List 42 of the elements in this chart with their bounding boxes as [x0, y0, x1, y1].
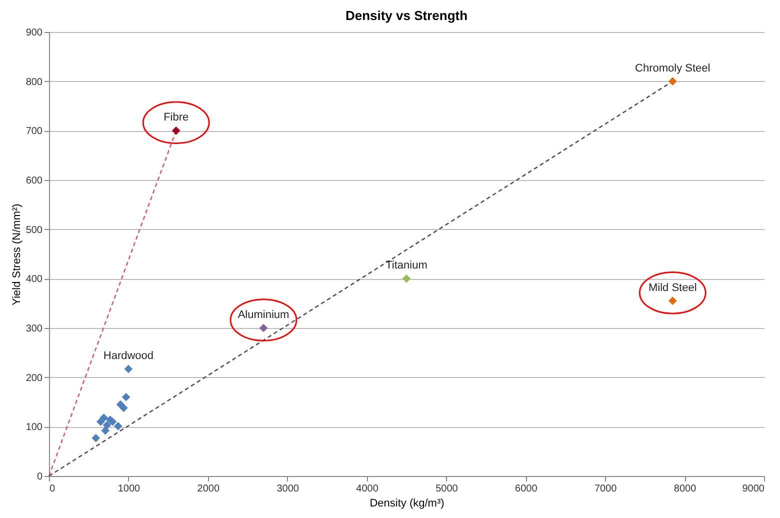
point — [102, 421, 112, 430]
point — [124, 364, 133, 374]
point — [668, 77, 677, 86]
point — [172, 126, 180, 135]
point — [114, 422, 122, 430]
y-tick-label: 500 — [26, 224, 43, 236]
y-tick-label: 900 — [26, 28, 43, 38]
point — [122, 392, 130, 402]
y-tick-label: 800 — [26, 76, 43, 88]
series-label: Chromoly Steel — [635, 62, 710, 74]
series-label: Aluminium — [238, 309, 290, 321]
point — [259, 324, 268, 332]
series-label: Mild Steel — [648, 282, 697, 294]
y-tick-label: 400 — [26, 274, 43, 286]
x-tick-label: 3000 — [276, 484, 300, 494]
series-label: Hardwood — [103, 350, 154, 362]
x-tick-label: 7000 — [594, 484, 618, 494]
x-tick-label: 0 — [50, 484, 56, 494]
x-tick-label: 1000 — [118, 484, 141, 494]
point — [101, 426, 110, 435]
point — [119, 404, 128, 412]
x-tick-label: 2000 — [197, 484, 220, 494]
y-tick-label: 0 — [36, 472, 43, 482]
point — [92, 434, 100, 442]
x-tick-label: 6000 — [515, 484, 538, 494]
y-tick-label: 100 — [26, 422, 43, 434]
x-axis-title: Density (kg/m³) — [370, 498, 444, 510]
series-label: Fibre — [164, 112, 189, 124]
x-tick-label: 5000 — [436, 484, 458, 494]
y-axis-title: Yield Stress (N/mm²) — [10, 204, 23, 306]
y-tick-label: 600 — [26, 176, 43, 186]
x-tick-label: 8000 — [674, 484, 697, 494]
point — [402, 274, 411, 283]
series-label: Titanium — [386, 260, 428, 272]
x-tick-label: 4000 — [356, 484, 379, 494]
point — [668, 296, 677, 306]
chart-title: Density vs Strength — [345, 8, 468, 23]
y-tick-label: 300 — [26, 324, 43, 334]
y-tick-label: 700 — [26, 126, 43, 138]
point — [96, 418, 105, 426]
y-tick-label: 200 — [26, 372, 43, 384]
x-tick-label: 9000 — [742, 484, 765, 494]
